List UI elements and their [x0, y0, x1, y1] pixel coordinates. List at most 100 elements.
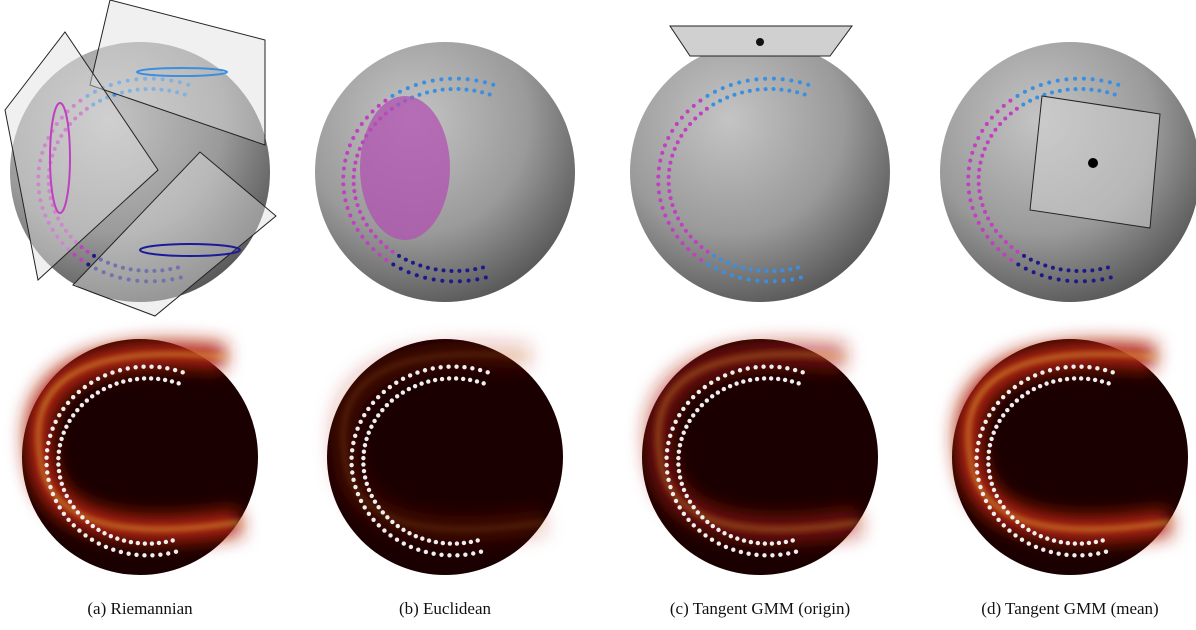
data-point — [415, 370, 420, 375]
data-point — [53, 209, 58, 214]
data-point — [1057, 88, 1062, 93]
data-point — [57, 443, 63, 448]
data-point — [1091, 278, 1096, 283]
data-point — [1010, 515, 1015, 520]
data-point — [688, 234, 693, 239]
data-point — [1099, 379, 1105, 384]
data-point — [453, 376, 459, 381]
data-point — [120, 90, 125, 95]
data-point — [972, 143, 977, 148]
data-point — [370, 109, 375, 114]
data-point — [786, 551, 791, 556]
data-point — [80, 515, 85, 520]
data-point — [148, 376, 154, 381]
data-point — [966, 174, 971, 179]
data-point — [777, 365, 782, 370]
data-point — [1003, 116, 1008, 121]
data-point — [696, 389, 701, 395]
data-point — [975, 470, 980, 475]
data-point — [1013, 533, 1018, 538]
data-point — [1047, 368, 1053, 373]
data-point — [796, 381, 801, 386]
data-point — [366, 430, 371, 435]
data-point — [369, 424, 374, 429]
data-point — [1038, 83, 1043, 88]
data-point — [1090, 77, 1095, 82]
data-point — [1050, 90, 1055, 95]
data-point — [754, 552, 759, 557]
data-point — [781, 278, 786, 283]
data-point — [457, 268, 462, 273]
data-point — [1064, 77, 1069, 82]
data-point — [165, 366, 170, 371]
data-point — [806, 82, 811, 87]
data-point — [681, 406, 686, 412]
data-point — [780, 268, 785, 273]
data-point — [737, 368, 743, 373]
data-point — [1056, 277, 1061, 282]
data-point — [770, 553, 775, 558]
data-point — [675, 140, 680, 145]
data-point — [705, 519, 710, 525]
data-point — [406, 270, 411, 275]
data-point — [991, 406, 996, 412]
data-point — [980, 227, 985, 232]
data-point — [470, 366, 475, 371]
data-point — [134, 552, 139, 557]
data-point — [677, 443, 683, 448]
data-point — [1031, 386, 1037, 392]
data-point — [677, 413, 682, 418]
data-point — [1100, 538, 1105, 543]
data-point — [741, 538, 747, 543]
data-point — [1073, 76, 1078, 81]
data-point — [1019, 380, 1024, 385]
data-point — [92, 89, 97, 94]
data-point — [362, 443, 368, 448]
data-point — [89, 394, 95, 399]
data-point — [986, 216, 991, 221]
data-point — [135, 87, 140, 92]
data-point — [693, 240, 698, 245]
data-point — [1074, 268, 1079, 273]
data-point — [420, 536, 425, 541]
data-point — [748, 539, 754, 545]
density-core — [36, 352, 241, 532]
data-point — [754, 376, 760, 382]
data-point — [677, 475, 683, 480]
data-point — [160, 77, 165, 82]
data-point — [96, 527, 101, 533]
data-point — [658, 158, 663, 163]
data-point — [407, 531, 412, 536]
data-point — [660, 150, 665, 155]
data-point — [977, 189, 982, 194]
data-point — [380, 510, 386, 515]
data-point — [976, 477, 981, 483]
data-point — [688, 121, 693, 126]
data-point — [475, 538, 480, 543]
data-point — [703, 533, 708, 538]
data-point — [438, 365, 443, 370]
data-point — [1095, 366, 1100, 371]
data-point — [720, 86, 725, 91]
data-point — [1045, 536, 1050, 541]
data-point — [982, 146, 987, 151]
data-point — [771, 87, 776, 92]
data-point — [454, 364, 459, 369]
data-point — [389, 398, 395, 403]
data-point — [135, 278, 140, 283]
data-point — [78, 98, 83, 103]
data-point — [712, 253, 717, 258]
data-point — [73, 116, 78, 121]
data-point — [46, 440, 51, 446]
data-point — [394, 537, 400, 542]
data-point — [79, 245, 84, 250]
data-point — [465, 77, 470, 82]
data-point — [376, 523, 381, 528]
data-point — [745, 78, 750, 83]
data-point — [77, 528, 82, 533]
data-point — [762, 541, 768, 546]
data-point — [71, 523, 76, 528]
data-point — [715, 376, 721, 382]
data-point — [790, 277, 795, 282]
data-point — [728, 83, 733, 88]
